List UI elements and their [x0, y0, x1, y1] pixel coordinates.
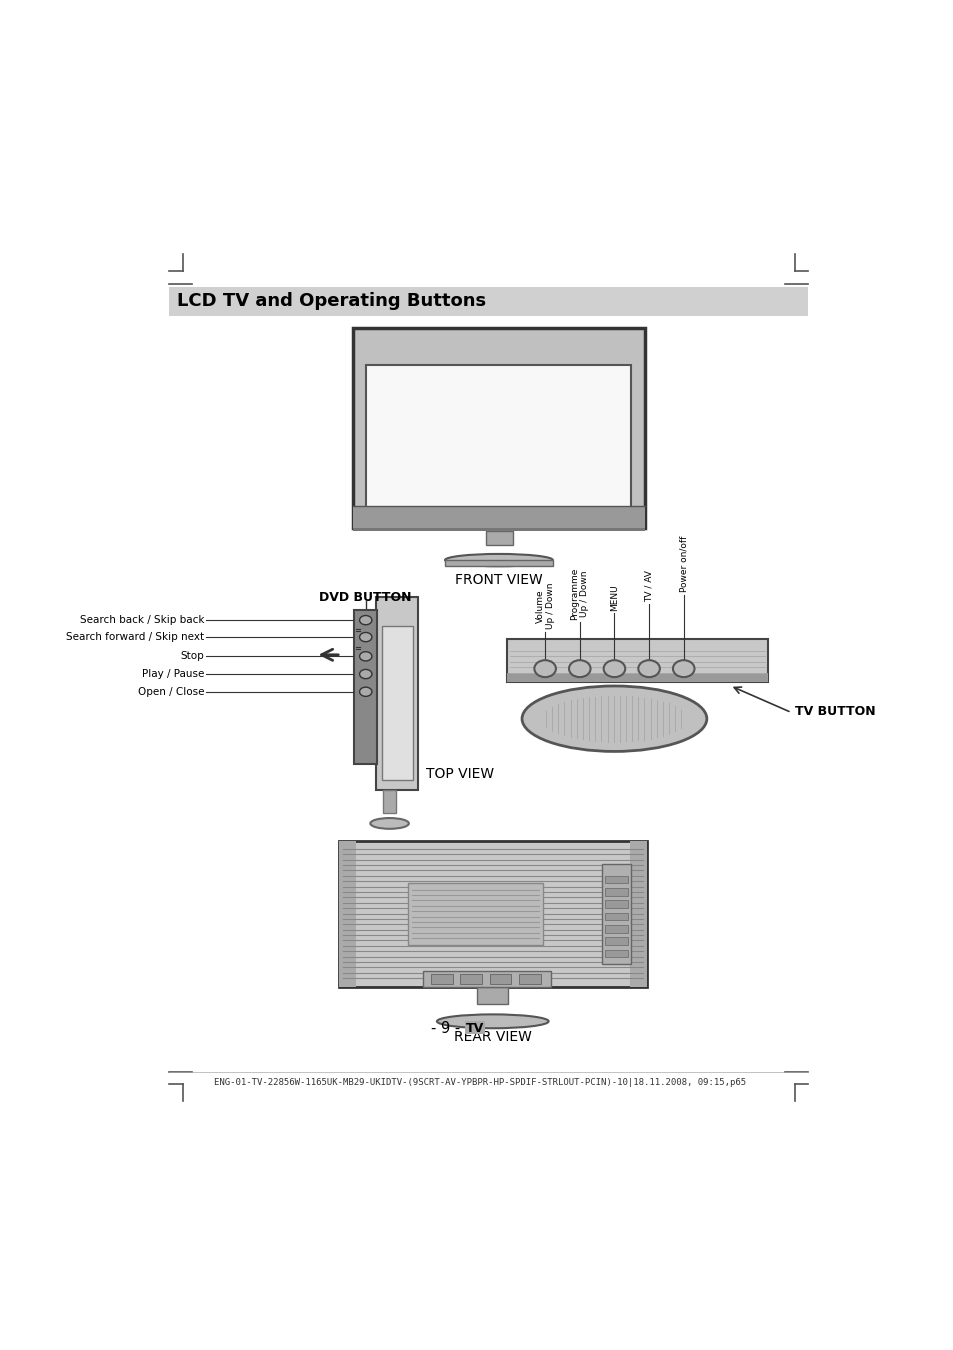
FancyBboxPatch shape [431, 973, 453, 984]
FancyBboxPatch shape [604, 949, 628, 957]
Text: TV: TV [465, 1022, 484, 1034]
FancyBboxPatch shape [375, 597, 417, 790]
FancyBboxPatch shape [604, 913, 628, 921]
Text: FRONT VIEW: FRONT VIEW [455, 574, 542, 587]
Text: Power on/off: Power on/off [679, 536, 687, 593]
Ellipse shape [359, 670, 372, 679]
Ellipse shape [359, 687, 372, 697]
FancyBboxPatch shape [604, 925, 628, 933]
FancyBboxPatch shape [366, 364, 631, 514]
Ellipse shape [359, 632, 372, 641]
FancyBboxPatch shape [423, 971, 550, 987]
FancyBboxPatch shape [506, 640, 767, 682]
FancyBboxPatch shape [353, 506, 644, 528]
Text: LCD TV and Operating Buttons: LCD TV and Operating Buttons [177, 293, 486, 310]
Ellipse shape [444, 554, 552, 566]
Text: Volume
Up / Down: Volume Up / Down [535, 583, 555, 629]
Text: Search forward / Skip next: Search forward / Skip next [66, 632, 204, 643]
FancyBboxPatch shape [506, 672, 767, 682]
FancyBboxPatch shape [604, 900, 628, 909]
FancyBboxPatch shape [338, 841, 646, 987]
Ellipse shape [672, 660, 694, 678]
Text: Search back / Skip back: Search back / Skip back [79, 616, 204, 625]
Text: TV / AV: TV / AV [644, 570, 653, 602]
Text: Programme
Up / Down: Programme Up / Down [570, 568, 589, 620]
FancyBboxPatch shape [381, 626, 413, 780]
Ellipse shape [603, 660, 624, 678]
Text: TOP VIEW: TOP VIEW [426, 767, 494, 782]
FancyBboxPatch shape [604, 888, 628, 896]
Text: REAR VIEW: REAR VIEW [454, 1030, 531, 1045]
FancyBboxPatch shape [464, 1022, 484, 1034]
Ellipse shape [359, 652, 372, 662]
FancyBboxPatch shape [601, 864, 631, 964]
Text: TV BUTTON: TV BUTTON [795, 705, 875, 717]
FancyBboxPatch shape [489, 973, 511, 984]
FancyBboxPatch shape [460, 973, 481, 984]
FancyBboxPatch shape [170, 286, 807, 316]
Ellipse shape [370, 818, 409, 829]
Text: Play / Pause: Play / Pause [141, 670, 204, 679]
Text: - 9 -: - 9 - [431, 1021, 460, 1035]
Ellipse shape [638, 660, 659, 678]
FancyBboxPatch shape [485, 531, 513, 544]
Ellipse shape [534, 660, 556, 678]
Ellipse shape [521, 686, 706, 752]
FancyBboxPatch shape [383, 790, 395, 813]
FancyBboxPatch shape [338, 841, 355, 987]
Ellipse shape [436, 1014, 548, 1029]
Text: Open / Close: Open / Close [137, 687, 204, 697]
FancyBboxPatch shape [353, 528, 644, 531]
FancyBboxPatch shape [476, 987, 508, 1004]
Text: MENU: MENU [609, 585, 618, 612]
Ellipse shape [568, 660, 590, 678]
Ellipse shape [359, 616, 372, 625]
FancyBboxPatch shape [353, 328, 644, 528]
FancyBboxPatch shape [444, 560, 552, 566]
FancyBboxPatch shape [408, 883, 542, 945]
FancyBboxPatch shape [518, 973, 540, 984]
Text: DVD BUTTON: DVD BUTTON [319, 590, 412, 603]
FancyBboxPatch shape [604, 937, 628, 945]
FancyBboxPatch shape [354, 610, 376, 764]
FancyBboxPatch shape [629, 841, 646, 987]
FancyBboxPatch shape [604, 876, 628, 883]
Text: Stop: Stop [180, 651, 204, 661]
Text: ENG-01-TV-22856W-1165UK-MB29-UKIDTV-(9SCRT-AV-YPBPR-HP-SPDIF-STRLOUT-PCIN)-10|18: ENG-01-TV-22856W-1165UK-MB29-UKIDTV-(9SC… [213, 1077, 745, 1087]
